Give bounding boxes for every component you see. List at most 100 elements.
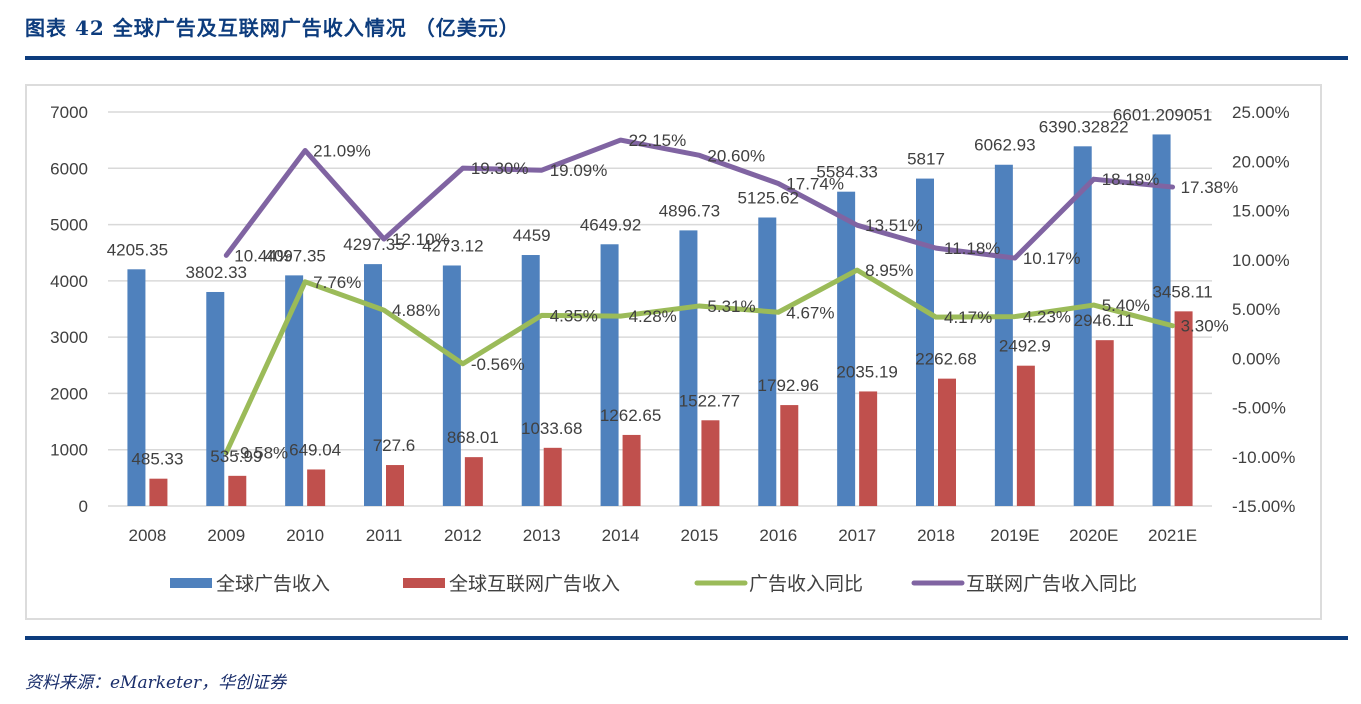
data-label-internet-ad: 1262.65 bbox=[600, 406, 661, 425]
left-axis-tick-label: 7000 bbox=[50, 103, 88, 122]
data-label-global-ad: 5125.62 bbox=[738, 189, 799, 208]
data-label-internet-yoy: 19.30% bbox=[471, 159, 529, 178]
bar-global-ad bbox=[521, 255, 540, 506]
bar-internet-ad bbox=[1174, 311, 1193, 506]
bar-internet-ad bbox=[386, 465, 404, 506]
data-label-internet-yoy: 18.18% bbox=[1102, 170, 1160, 189]
x-axis-label: 2013 bbox=[523, 526, 561, 545]
left-axis-tick-label: 3000 bbox=[50, 328, 88, 347]
data-label-global-ad: 4205.35 bbox=[107, 240, 168, 259]
bar-global-ad bbox=[364, 264, 382, 506]
data-label-internet-yoy: 21.09% bbox=[313, 142, 371, 161]
bar-global-ad bbox=[758, 217, 777, 506]
x-axis-label: 2014 bbox=[602, 526, 640, 545]
data-label-ad-yoy: 4.88% bbox=[392, 301, 440, 320]
legend-internet-ad-label: 全球互联网广告收入 bbox=[449, 573, 620, 595]
bar-global-ad bbox=[206, 291, 225, 506]
data-label-internet-ad: 2035.19 bbox=[836, 362, 897, 381]
right-axis-tick-label: -10.00% bbox=[1232, 448, 1295, 467]
data-label-ad-yoy: 4.67% bbox=[786, 303, 834, 322]
bar-internet-ad bbox=[1095, 340, 1114, 506]
bar-global-ad bbox=[679, 230, 698, 507]
data-label-internet-ad: 649.04 bbox=[289, 440, 341, 459]
data-label-internet-yoy: 20.60% bbox=[707, 146, 765, 165]
data-label-global-ad: 5817 bbox=[907, 150, 945, 169]
right-axis-ticks: -15.00% -10.00% -5.00% 0.00% 5.00% 10.00% 15.0… bbox=[1232, 103, 1295, 516]
data-label-internet-yoy: 10.17% bbox=[1023, 249, 1081, 268]
bar-internet-ad bbox=[701, 420, 720, 506]
data-label-global-ad: 6062.93 bbox=[974, 136, 1035, 155]
data-label-ad-yoy: 7.76% bbox=[313, 273, 361, 292]
left-axis-tick-label: 1000 bbox=[50, 441, 88, 460]
data-label-internet-yoy: 17.74% bbox=[786, 175, 844, 194]
data-label-ad-yoy: 5.31% bbox=[707, 297, 755, 316]
data-label-ad-yoy: 4.35% bbox=[550, 306, 598, 325]
bar-internet-ad bbox=[228, 475, 247, 506]
bar-global-ad bbox=[837, 191, 856, 506]
data-labels: 4205.35 3802.33 4097.35 4297.35 4273.12 4459 4… bbox=[107, 105, 1239, 468]
bar-global-ad bbox=[600, 244, 619, 506]
right-axis-tick-label: 5.00% bbox=[1232, 300, 1280, 319]
legend-ad-yoy-label: 广告收入同比 bbox=[749, 573, 863, 595]
data-label-ad-yoy: 3.30% bbox=[1181, 317, 1229, 336]
left-axis-tick-label: 0 bbox=[79, 497, 88, 516]
data-label-global-ad: 6601.209051 bbox=[1113, 105, 1212, 124]
right-axis-tick-label: 15.00% bbox=[1232, 202, 1290, 221]
data-label-ad-yoy: 8.95% bbox=[865, 261, 913, 280]
x-axis-label: 2008 bbox=[129, 526, 167, 545]
data-label-global-ad: 4649.92 bbox=[580, 215, 641, 234]
bar-global-ad bbox=[442, 265, 461, 506]
bar-global-ad bbox=[285, 275, 304, 506]
x-axis-label: 2020E bbox=[1069, 526, 1118, 545]
data-label-global-ad: 4097.35 bbox=[264, 246, 325, 265]
data-label-ad-yoy: 4.23% bbox=[1023, 308, 1071, 327]
x-axis-labels: 2008 2009 2010 2011 2012 2013 2014 2015 2016 2017… bbox=[129, 526, 1198, 545]
title-divider bbox=[25, 56, 1348, 60]
left-axis-ticks: 0 1000 2000 3000 4000 5000 6000 7000 bbox=[50, 103, 88, 516]
data-label-global-ad: 4273.12 bbox=[422, 236, 483, 255]
data-label-internet-ad: 3458.11 bbox=[1152, 282, 1212, 301]
legend-global-ad-swatch bbox=[170, 578, 212, 588]
legend-ad-yoy: 广告收入同比 bbox=[694, 573, 863, 595]
data-label-internet-ad: 485.33 bbox=[131, 450, 183, 469]
legend-global-ad-label: 全球广告收入 bbox=[216, 573, 330, 595]
bar-global-ad bbox=[994, 164, 1013, 506]
left-axis-tick-label: 6000 bbox=[50, 159, 88, 178]
right-axis-tick-label: 0.00% bbox=[1232, 349, 1280, 368]
data-label-global-ad: 6390.32822 bbox=[1039, 117, 1129, 136]
left-axis-tick-label: 2000 bbox=[50, 384, 88, 403]
right-axis-tick-label: -5.00% bbox=[1232, 399, 1286, 418]
data-label-ad-yoy: -9.58% bbox=[234, 444, 288, 463]
data-label-internet-ad: 535.99 bbox=[210, 447, 262, 466]
legend-internet-ad: 全球互联网广告收入 bbox=[403, 573, 620, 595]
data-label-internet-yoy: 22.15% bbox=[629, 131, 687, 150]
legend-internet-ad-swatch bbox=[403, 578, 445, 588]
right-axis-tick-label: 20.00% bbox=[1232, 152, 1290, 171]
data-label-ad-yoy: -0.56% bbox=[471, 355, 525, 374]
data-label-global-ad: 5584.33 bbox=[816, 163, 877, 182]
right-axis-tick-label: 25.00% bbox=[1232, 103, 1290, 122]
data-label-global-ad: 4896.73 bbox=[659, 201, 720, 220]
data-label-internet-yoy: 13.51% bbox=[865, 216, 923, 235]
data-label-internet-ad: 2492.9 bbox=[999, 337, 1051, 356]
legend: 全球广告收入 全球互联网广告收入 广告收入同比 互联网广告收入同比 bbox=[170, 573, 1137, 595]
bar-internet-ad bbox=[307, 469, 326, 506]
footer-divider bbox=[25, 636, 1348, 640]
data-label-internet-yoy: 12.10% bbox=[392, 230, 450, 249]
chart-frame bbox=[25, 84, 1322, 620]
data-label-internet-ad: 868.01 bbox=[447, 428, 499, 447]
bar-global-ad bbox=[1152, 134, 1171, 506]
data-label-global-ad: 3802.33 bbox=[186, 263, 247, 282]
legend-global-ad: 全球广告收入 bbox=[170, 573, 330, 595]
left-axis-tick-label: 5000 bbox=[50, 216, 88, 235]
bar-internet-ad bbox=[780, 405, 799, 506]
data-label-internet-ad: 2262.68 bbox=[915, 350, 976, 369]
data-label-internet-ad: 1522.77 bbox=[679, 391, 740, 410]
left-axis-tick-label: 4000 bbox=[50, 272, 88, 291]
bar-internet-ad bbox=[464, 457, 483, 506]
x-axis-label: 2016 bbox=[759, 526, 797, 545]
data-label-ad-yoy: 4.28% bbox=[629, 307, 677, 326]
data-label-internet-ad: 1792.96 bbox=[758, 376, 819, 395]
legend-internet-yoy: 互联网广告收入同比 bbox=[911, 573, 1137, 595]
data-label-global-ad: 4459 bbox=[513, 226, 551, 245]
